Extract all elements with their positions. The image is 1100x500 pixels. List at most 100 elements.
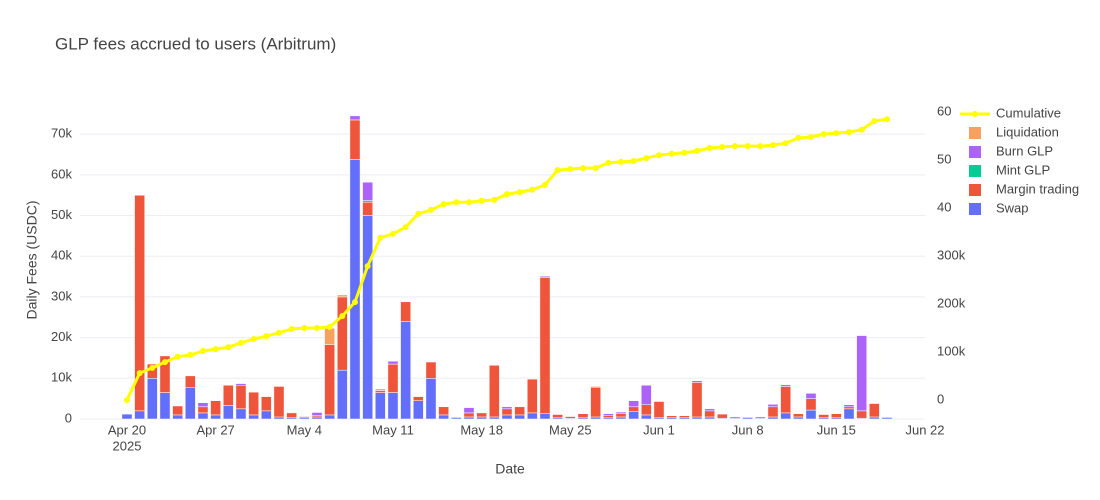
cumulative-marker: [579, 165, 586, 172]
bar-segment: [755, 416, 766, 419]
bar-segment: [767, 406, 779, 418]
bar-segment: [260, 396, 272, 412]
y-tick-label: 50k: [51, 207, 72, 222]
bar-segment: [831, 413, 842, 419]
bar-segment: [780, 386, 791, 414]
x-tick-label: Apr 27: [196, 422, 234, 437]
bar-segment: [843, 406, 855, 410]
cumulative-marker: [681, 149, 688, 156]
bar-segment: [400, 301, 411, 322]
x-tick-label: May 18: [460, 422, 503, 437]
y-tick-label: 0: [65, 410, 72, 425]
bar-segment: [476, 416, 487, 420]
x-tick-label: May 25: [549, 422, 592, 437]
cumulative-marker: [503, 191, 510, 198]
bar-segment: [235, 384, 247, 410]
x-year-label: 2025: [113, 438, 142, 453]
bar-segment: [286, 412, 297, 419]
bar-segment: [577, 413, 589, 419]
cumulative-marker: [161, 359, 168, 366]
cumulative-marker: [212, 346, 219, 353]
bar-segment: [336, 296, 348, 371]
bar-segment: [273, 416, 285, 420]
bar-segment: [324, 414, 335, 420]
bar-segment: [590, 386, 601, 388]
bar-segment: [742, 416, 753, 419]
legend-label: Cumulative: [996, 105, 1061, 120]
cumulative-marker: [833, 130, 840, 137]
cumulative-marker: [491, 196, 498, 203]
y-tick-label: 10k: [51, 370, 72, 385]
cumulative-marker: [795, 134, 802, 141]
cumulative-marker: [541, 181, 548, 188]
bar-segment: [134, 194, 145, 412]
cumulative-marker: [402, 224, 409, 231]
bar-segment: [374, 388, 386, 391]
bar-segment: [184, 375, 196, 388]
bar-segment: [843, 408, 855, 420]
bar-segment: [704, 416, 715, 420]
bar-segment: [400, 321, 411, 420]
bar-segment: [210, 414, 221, 420]
bar-segment: [311, 412, 323, 416]
bar-segment: [489, 416, 500, 420]
y2-tick-label: 200k: [937, 295, 966, 310]
cumulative-marker: [364, 263, 371, 270]
bar-segment: [146, 378, 158, 420]
cumulative-marker: [225, 344, 232, 351]
bar-segment: [527, 378, 538, 414]
bar-segment: [539, 275, 551, 278]
bar-segment: [463, 416, 475, 420]
bar-segment: [767, 404, 779, 408]
bar-segment: [298, 416, 310, 419]
bar-segment: [248, 414, 259, 420]
bar-segment: [539, 413, 551, 420]
bar-segment: [463, 412, 475, 418]
cumulative-marker: [465, 199, 472, 206]
bar-segment: [767, 416, 779, 420]
bar-segment: [729, 416, 741, 419]
bar-segment: [273, 386, 285, 418]
y2-tick-label: 40: [937, 199, 951, 214]
cumulative-marker: [769, 142, 776, 149]
bar-segment: [121, 413, 133, 420]
bar-segment: [438, 414, 449, 420]
y2-tick-label: 300k: [937, 247, 966, 262]
bar-segment: [641, 404, 652, 416]
bar-segment: [501, 414, 513, 420]
bar-segment: [387, 363, 399, 393]
bar-segment: [222, 384, 234, 406]
cumulative-marker: [617, 158, 624, 165]
bar-segment: [463, 407, 475, 414]
cumulative-marker: [440, 201, 447, 208]
cumulative-marker: [339, 312, 346, 319]
bar-segment: [691, 380, 703, 383]
bar-segment: [248, 391, 259, 416]
x-tick-label: May 11: [372, 422, 414, 437]
cumulative-marker: [250, 336, 257, 343]
bar-segment: [260, 410, 272, 420]
bar-segment: [615, 416, 627, 420]
cumulative-marker: [554, 167, 561, 174]
bar-segment: [159, 355, 171, 393]
cumulative-marker: [744, 143, 751, 150]
legend-marker: [972, 111, 978, 117]
bar-segment: [159, 392, 171, 420]
bar-segment: [374, 390, 386, 393]
bar-segment: [235, 383, 247, 386]
cumulative-marker: [605, 159, 612, 166]
bar-segment: [374, 392, 386, 420]
bar-segment: [451, 416, 462, 419]
bar-segment: [869, 403, 880, 418]
bar-segment: [412, 400, 424, 420]
bar-segment: [818, 414, 829, 419]
y2-tick-label: 0: [937, 391, 944, 406]
bar-segment: [425, 378, 437, 420]
bar-segment: [336, 294, 348, 298]
cumulative-marker: [263, 333, 270, 340]
cumulative-marker: [731, 143, 738, 150]
legend-swatch: [969, 184, 981, 196]
cumulative-marker: [149, 364, 156, 371]
bar-segment: [881, 416, 893, 419]
x-tick-label: Jun 1: [643, 422, 675, 437]
